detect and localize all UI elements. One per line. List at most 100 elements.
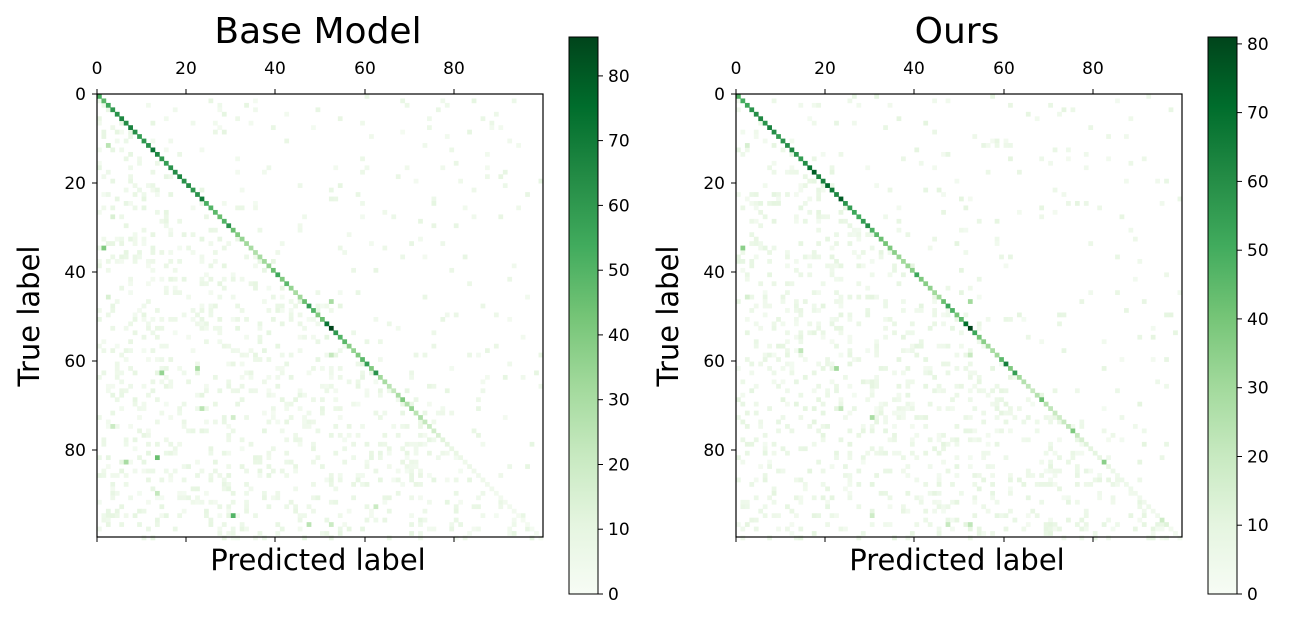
heatmap-cell: [744, 441, 750, 447]
heatmap-cell: [834, 513, 839, 518]
heatmap-cell: [235, 116, 241, 122]
heatmap-cell: [226, 473, 232, 478]
heatmap-cell: [1083, 468, 1089, 474]
heatmap-cell: [883, 334, 888, 340]
heatmap-cell: [297, 223, 303, 229]
heatmap-cell-diagonal: [444, 441, 450, 447]
heatmap-cell: [471, 214, 477, 220]
heatmap-cell: [941, 441, 946, 447]
heatmap-cell: [217, 330, 223, 336]
heatmap-cell: [128, 165, 133, 171]
heatmap-cell: [422, 410, 428, 416]
heatmap-cell: [97, 147, 102, 153]
heatmap-cell: [950, 397, 955, 403]
heatmap-cell: [208, 308, 214, 313]
heatmap-cell: [807, 321, 813, 327]
heatmap-cell: [226, 513, 232, 518]
heatmap-cell: [253, 388, 258, 394]
heatmap-cell-diagonal: [1021, 379, 1027, 385]
heatmap-cell: [105, 312, 111, 318]
heatmap-cell: [186, 294, 191, 300]
heatmap-cell: [297, 526, 303, 532]
heatmap-cell-diagonal: [851, 209, 857, 215]
heatmap-cell: [253, 357, 258, 362]
heatmap-cell: [1057, 419, 1062, 425]
heatmap-cell: [1110, 526, 1116, 532]
heatmap-cell: [422, 432, 428, 438]
heatmap-cell: [467, 531, 472, 536]
heatmap-cell: [239, 308, 245, 313]
heatmap-cell: [97, 245, 102, 251]
heatmap-cell: [132, 236, 138, 242]
heatmap-cell: [923, 450, 929, 456]
heatmap-cell: [776, 343, 781, 349]
heatmap-cell: [400, 254, 406, 260]
heatmap-cell: [1039, 473, 1045, 478]
heatmap-cell: [212, 120, 218, 126]
heatmap-cell: [114, 138, 120, 144]
heatmap-cell: [771, 490, 777, 496]
heatmap-cell: [816, 321, 822, 327]
heatmap-cell: [163, 450, 169, 456]
heatmap-cell: [270, 415, 276, 420]
heatmap-cell: [199, 276, 205, 282]
colorbar-tick-label: 40: [608, 326, 630, 346]
heatmap-cell: [994, 415, 1000, 420]
heatmap-cell: [146, 357, 151, 362]
heatmap-cell: [793, 303, 799, 309]
heatmap-cell: [159, 495, 165, 501]
heatmap-cell: [110, 482, 116, 487]
heatmap-cell: [820, 468, 826, 474]
heatmap-cell: [1150, 526, 1156, 532]
heatmap-cell: [199, 468, 205, 474]
heatmap-cell: [266, 285, 272, 291]
heatmap-cell: [132, 312, 138, 318]
heatmap-cell: [146, 281, 151, 287]
heatmap-cell: [413, 450, 419, 456]
heatmap-cell: [355, 432, 361, 438]
heatmap-cell: [208, 473, 214, 478]
heatmap-cell: [150, 535, 156, 541]
heatmap-cell: [874, 339, 880, 345]
heatmap-cell-diagonal: [422, 419, 428, 425]
heatmap-cell: [1066, 156, 1071, 162]
heatmap-cell: [114, 370, 120, 376]
heatmap-cell: [266, 504, 272, 510]
heatmap-cell: [874, 415, 880, 420]
heatmap-cell: [284, 473, 290, 478]
heatmap-cell: [159, 250, 165, 255]
heatmap-cell: [159, 343, 165, 349]
heatmap-cell: [967, 428, 973, 434]
heatmap-cell: [892, 263, 897, 269]
heatmap-cell: [785, 424, 790, 429]
heatmap-cell: [279, 303, 285, 309]
heatmap-cell: [976, 526, 982, 532]
heatmap-cell: [1110, 499, 1116, 505]
heatmap-cell: [1057, 486, 1062, 492]
heatmap-cell-diagonal: [736, 94, 741, 99]
heatmap-cell: [762, 303, 768, 309]
heatmap-cell: [208, 98, 214, 104]
heatmap-cell: [101, 192, 107, 197]
heatmap-cell: [972, 499, 978, 505]
heatmap-cell: [235, 348, 241, 353]
heatmap-cell: [150, 348, 156, 353]
heatmap-cell: [789, 531, 795, 536]
heatmap-cell: [1150, 531, 1156, 536]
heatmap-cell: [1025, 437, 1031, 443]
heatmap-cell: [918, 415, 924, 420]
heatmap-cell: [119, 392, 125, 398]
heatmap-cell: [1110, 482, 1116, 487]
heatmap-cell: [1074, 201, 1080, 206]
heatmap-cell: [892, 450, 897, 456]
heatmap-cell: [150, 120, 156, 126]
heatmap-cell: [266, 308, 272, 313]
heatmap-cell: [315, 495, 321, 501]
heatmap-cell-diagonal: [168, 165, 174, 171]
heatmap-cell: [195, 499, 200, 505]
heatmap-cell: [820, 151, 826, 157]
heatmap-cell: [204, 406, 209, 411]
heatmap-cell: [427, 383, 432, 389]
heatmap-cell: [123, 254, 129, 260]
heatmap-cell-off-diagonal: [834, 366, 839, 371]
